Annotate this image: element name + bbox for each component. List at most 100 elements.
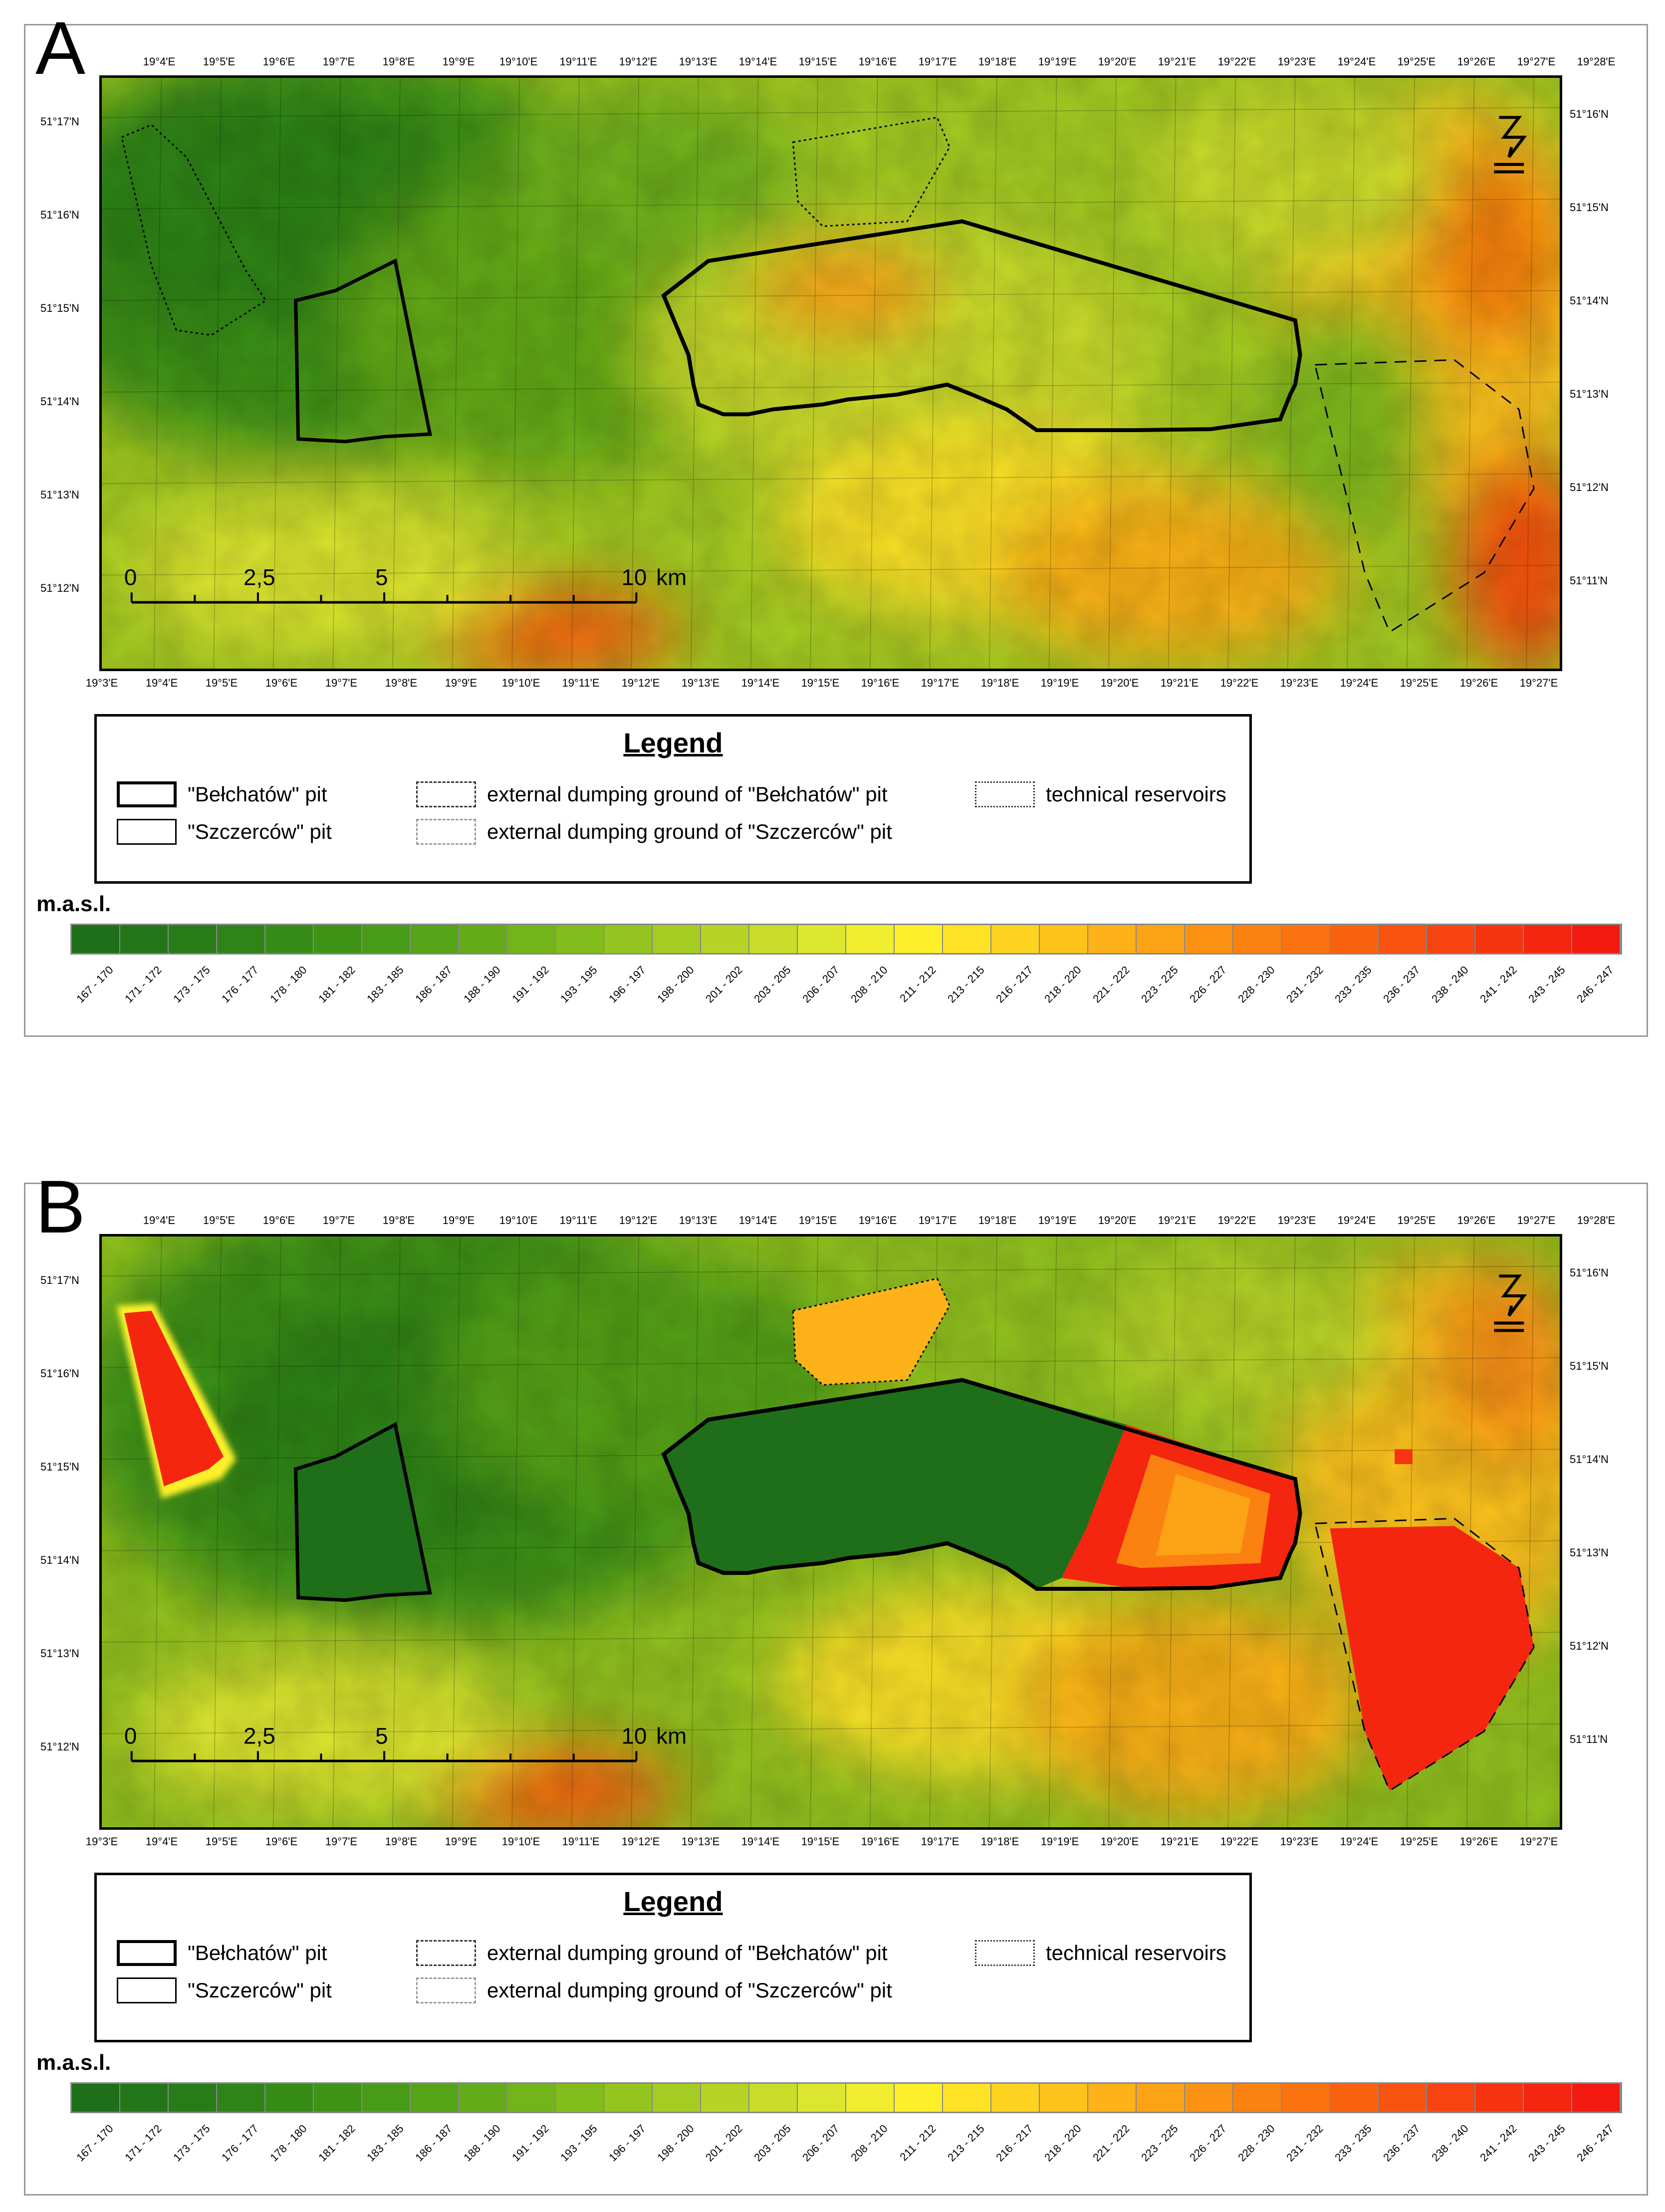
lon-label-top: 19°4'E	[143, 1214, 176, 1227]
colorbar-cell	[265, 2084, 314, 2112]
map-svg: 0 2,5 5 10 km	[102, 78, 1560, 669]
lon-label-top: 19°11'E	[559, 55, 597, 68]
lon-label-top: 19°17'E	[918, 1214, 957, 1227]
colorbar-cell	[1379, 2084, 1427, 2112]
colorbar-cell	[314, 2084, 362, 2112]
colorbar-label: 216 - 217	[993, 2122, 1035, 2164]
colorbar-cell	[1379, 925, 1427, 953]
scale-bar: 0 2,5 5 10 km	[124, 1723, 687, 1762]
panel-letter: B	[35, 1165, 86, 1248]
lon-label-top: 19°11'E	[559, 1214, 597, 1227]
lon-label-bottom: 19°25'E	[1400, 1835, 1438, 1848]
lon-label-top: 19°9'E	[442, 55, 475, 68]
colorbar-cell	[943, 2084, 991, 2112]
small-mound	[1395, 1449, 1413, 1465]
colorbar-label: 198 - 200	[655, 964, 697, 1005]
colorbar-label: 233 - 235	[1332, 964, 1374, 1005]
lon-label-top: 19°10'E	[499, 1214, 538, 1227]
lon-label-top: 19°20'E	[1098, 55, 1137, 68]
lon-label-top: 19°26'E	[1457, 1214, 1496, 1227]
colorbar-cell	[1137, 2084, 1185, 2112]
colorbar-cell	[1427, 2084, 1475, 2112]
colorbar-cell	[459, 2084, 507, 2112]
colorbar-label: 193 - 195	[558, 964, 600, 1005]
lat-label-right: 51°11'N	[1570, 574, 1608, 587]
lon-label-top: 19°8'E	[382, 55, 415, 68]
lon-label-bottom: 19°26'E	[1459, 1835, 1498, 1848]
colorbar-cell	[846, 2084, 895, 2112]
colorbar-label: 216 - 217	[993, 964, 1035, 1005]
legend-item-dump-szczercow: external dumping ground of "Szczerców" p…	[416, 1977, 892, 2003]
lat-label-right: 51°12'N	[1570, 1640, 1609, 1652]
belchatow-pit-outline	[661, 219, 1302, 433]
colorbar-cell	[991, 2084, 1040, 2112]
colorbar-cell	[604, 2084, 653, 2112]
belchatow-pit-swatch	[117, 781, 177, 807]
colorbar-cell	[1572, 925, 1621, 953]
lat-label-left: 51°14'N	[40, 1554, 79, 1566]
colorbar-label: 206 - 207	[800, 964, 842, 1005]
north-arrow-icon	[1494, 116, 1527, 174]
colorbar-cell	[604, 925, 653, 953]
lon-label-bottom: 19°20'E	[1100, 1835, 1139, 1848]
colorbar-cell	[701, 2084, 749, 2112]
colorbar-cell	[1330, 925, 1379, 953]
colorbar-cell	[314, 925, 362, 953]
lat-label-right: 51°14'N	[1570, 294, 1609, 307]
lon-label-top: 19°15'E	[798, 55, 837, 68]
lon-label-top: 19°5'E	[203, 55, 236, 68]
lon-label-bottom: 19°17'E	[921, 677, 959, 689]
lon-label-bottom: 19°7'E	[325, 1835, 358, 1848]
lat-label-left: 51°17'N	[40, 115, 79, 128]
lon-label-bottom: 19°21'E	[1160, 677, 1199, 689]
colorbar-cell	[265, 925, 314, 953]
legend-title: Legend	[623, 1886, 723, 1917]
lon-label-top: 19°7'E	[322, 1214, 355, 1227]
colorbar-cell	[1185, 925, 1233, 953]
colorbar-cell	[1088, 2084, 1137, 2112]
colorbar-cell	[217, 925, 265, 953]
colorbar-label: 176 - 177	[219, 964, 261, 1005]
colorbar-cell	[798, 925, 846, 953]
legend-item-dump-szczercow: external dumping ground of "Szczerców" p…	[416, 819, 892, 845]
dump-belchatow-swatch	[416, 1940, 476, 1966]
colorbar-cell	[120, 925, 169, 953]
colorbar-label: 233 - 235	[1332, 2122, 1374, 2164]
colorbar-cell	[895, 925, 943, 953]
lon-label-bottom: 19°8'E	[385, 677, 418, 689]
graticule	[102, 78, 1560, 669]
lon-label-bottom: 19°21'E	[1160, 1835, 1199, 1848]
lon-label-bottom: 19°9'E	[445, 677, 477, 689]
lat-label-left: 51°13'N	[40, 1647, 79, 1660]
colorbar-cell	[459, 925, 507, 953]
elevation-unit-label: m.a.s.l.	[36, 892, 111, 916]
lon-label-bottom: 19°3'E	[85, 677, 118, 689]
lat-label-right: 51°16'N	[1570, 1266, 1609, 1279]
colorbar-cell	[1282, 925, 1330, 953]
lon-label-top: 19°26'E	[1457, 55, 1496, 68]
colorbar-label: 171 - 172	[122, 964, 164, 1005]
colorbar-cell	[411, 2084, 459, 2112]
colorbar-cell	[943, 925, 991, 953]
colorbar-label: 167 - 170	[74, 2122, 116, 2164]
scale-tick-2-5: 2,5	[243, 565, 275, 590]
colorbar-label: 201 - 202	[703, 964, 745, 1005]
colorbar-label: 196 - 197	[606, 2122, 648, 2164]
lon-label-top: 19°21'E	[1158, 1214, 1196, 1227]
szczercow-pit-outline	[294, 258, 432, 444]
lon-label-bottom: 19°25'E	[1400, 677, 1438, 689]
lon-label-bottom: 19°15'E	[801, 1835, 840, 1848]
colorbar-cell	[1524, 925, 1572, 953]
colorbar-cell	[653, 925, 701, 953]
colorbar-cell	[1524, 2084, 1572, 2112]
colorbar-label: 238 - 240	[1429, 964, 1471, 1005]
scale-tick-5: 5	[375, 1723, 388, 1749]
lon-label-bottom: 19°9'E	[445, 1835, 477, 1848]
lon-label-top: 19°28'E	[1577, 55, 1616, 68]
colorbar-label: 176 - 177	[219, 2122, 261, 2164]
lon-label-top: 19°20'E	[1098, 1214, 1137, 1227]
lon-label-bottom: 19°23'E	[1280, 1835, 1319, 1848]
colorbar-label: 183 - 185	[364, 964, 406, 1005]
szczercow-pit-swatch	[117, 819, 177, 845]
colorbar-cell	[1040, 2084, 1088, 2112]
